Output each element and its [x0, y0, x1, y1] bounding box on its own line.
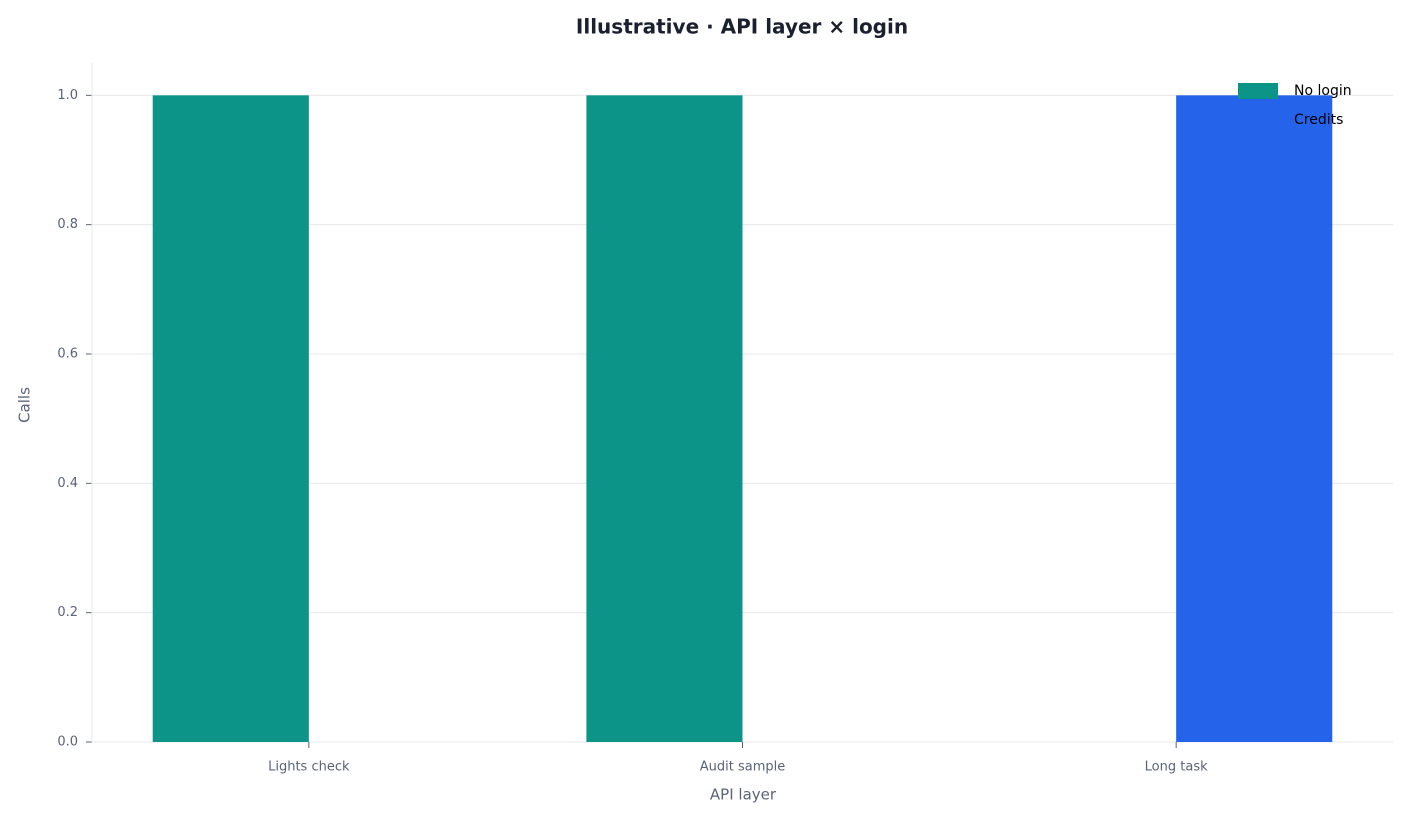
legend-swatch — [1238, 112, 1278, 128]
y-tick-label: 0.0 — [57, 735, 78, 750]
y-tick-label: 0.2 — [57, 605, 78, 620]
y-tick-label: 0.4 — [57, 476, 78, 491]
x-tick-label: Audit sample — [700, 760, 786, 775]
legend-label: No login — [1294, 83, 1352, 99]
legend-label: Credits — [1294, 112, 1343, 128]
bar — [1176, 95, 1333, 743]
y-tick-label: 0.8 — [57, 217, 78, 232]
legend-swatch — [1238, 83, 1278, 99]
y-axis-label: Calls — [16, 387, 34, 423]
x-axis-label: API layer — [710, 786, 777, 804]
chart-title: Illustrative · API layer × login — [576, 15, 908, 39]
bar — [586, 95, 743, 743]
y-tick-label: 0.6 — [57, 347, 78, 362]
x-tick-label: Long task — [1145, 760, 1208, 775]
bar — [152, 95, 309, 743]
x-tick-label: Lights check — [268, 760, 350, 775]
y-tick-label: 1.0 — [57, 88, 78, 103]
